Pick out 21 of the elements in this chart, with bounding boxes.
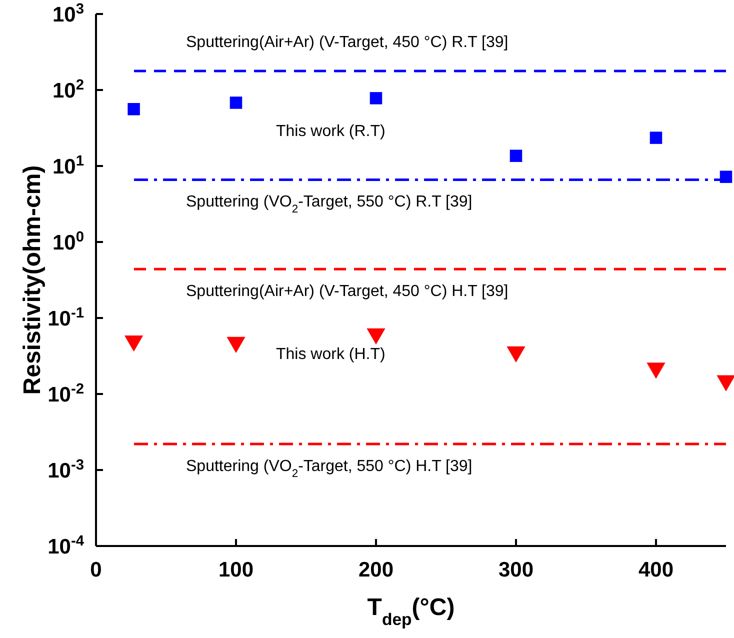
series-label: This work (H.T) xyxy=(276,346,386,363)
series-label: This work (R.T) xyxy=(276,123,386,140)
y-tick-label: 10$^{2}$ xyxy=(52,77,84,102)
y-tick-label: 10$^{1}$ xyxy=(52,153,84,178)
x-tick-label: 300 xyxy=(498,558,534,582)
y-tick-label: 10$^{-2}$ xyxy=(48,381,84,406)
y-tick-label: 10$^{3}$ xyxy=(52,1,84,26)
y-axis-title: Resistivity(ohm-cm) xyxy=(19,165,46,395)
ref-line-label: Sputtering (VO$_{2}$-Target, 550 °C) H.T [39] xyxy=(186,458,472,480)
y-tick-label: 10$^{0}$ xyxy=(52,229,84,254)
x-tick-label: 400 xyxy=(638,558,674,582)
x-tick-label: 0 xyxy=(90,558,102,582)
y-tick-label: 10$^{-1}$ xyxy=(48,305,84,330)
ref-line-label: Sputtering(Air+Ar) (V-Target, 450 °C) R.T [39] xyxy=(186,34,508,51)
x-axis-title: T$_{dep}$(°C) xyxy=(367,594,455,628)
ref-line-label: Sputtering (VO$_{2}$-Target, 550 °C) R.T [39] xyxy=(186,194,472,216)
y-tick-label: 10$^{-3}$ xyxy=(48,457,84,482)
y-tick-label: 10$^{-4}$ xyxy=(48,533,85,558)
x-tick-label: 200 xyxy=(358,558,394,582)
x-tick-label: 100 xyxy=(218,558,254,582)
ref-line-label: Sputtering(Air+Ar) (V-Target, 450 °C) H.T [39] xyxy=(186,283,508,300)
